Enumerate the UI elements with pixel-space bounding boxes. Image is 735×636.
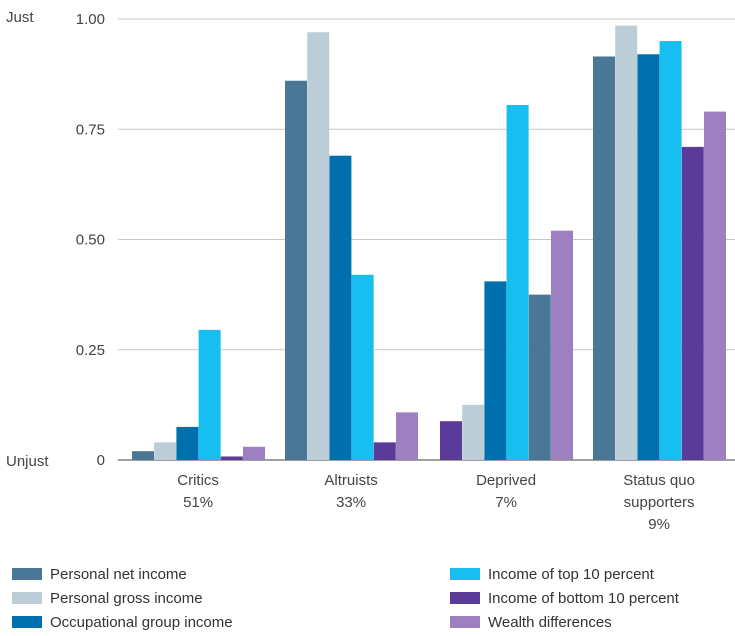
bar xyxy=(704,111,726,461)
legend-item: Personal net income xyxy=(12,562,233,586)
bar xyxy=(528,294,551,460)
legend-column-left: Personal net income Personal gross income… xyxy=(12,562,233,634)
legend-swatch xyxy=(450,568,480,580)
legend-label: Personal net income xyxy=(50,565,187,583)
y-tick-label: 0 xyxy=(97,452,105,469)
bar xyxy=(681,146,704,460)
bar xyxy=(373,442,396,460)
legend-swatch xyxy=(12,568,42,580)
legend-label: Wealth differences xyxy=(488,613,612,631)
legend-item: Income of bottom 10 percent xyxy=(450,586,679,610)
bar xyxy=(307,32,330,460)
category-share-label: 9% xyxy=(648,516,670,533)
y-tick-label: 0.75 xyxy=(76,121,105,138)
bar-group xyxy=(593,25,726,461)
bar xyxy=(659,41,682,461)
bar xyxy=(132,451,154,460)
bar-group xyxy=(285,32,418,461)
legend-label: Income of top 10 percent xyxy=(488,565,654,583)
legend-item: Personal gross income xyxy=(12,586,233,610)
bar xyxy=(285,80,307,461)
y-top-label: Just xyxy=(6,9,34,26)
bar-group xyxy=(132,329,265,460)
bar xyxy=(243,446,265,460)
bar xyxy=(637,54,660,460)
category-labels: Critics 51% Altruists 33% Deprived 7% Status q… xyxy=(177,472,695,533)
bar xyxy=(329,155,352,460)
legend: Personal net income Personal gross income… xyxy=(0,562,735,636)
category-name-label: Altruists xyxy=(324,472,377,489)
bar xyxy=(396,412,418,460)
category-name-label: supporters xyxy=(624,494,695,511)
legend-label: Personal gross income xyxy=(50,589,203,607)
bar xyxy=(351,274,374,460)
axis-labels: Just Unjust 0 0.25 0.50 0.75 1.00 xyxy=(6,9,105,470)
legend-swatch xyxy=(12,616,42,628)
legend-item: Occupational group income xyxy=(12,610,233,634)
legend-swatch xyxy=(450,616,480,628)
bar-chart: Just Unjust 0 0.25 0.50 0.75 1.00 Critics 51%… xyxy=(6,9,735,533)
bar xyxy=(220,456,243,460)
bar xyxy=(506,104,529,461)
bars xyxy=(132,25,726,461)
bar-group xyxy=(440,104,573,461)
category-share-label: 33% xyxy=(336,494,366,511)
y-tick-label: 0.25 xyxy=(76,342,105,359)
bar xyxy=(462,404,485,460)
category-name-label: Critics xyxy=(177,472,219,489)
legend-item: Income of top 10 percent xyxy=(450,562,679,586)
category-name-label: Deprived xyxy=(476,472,536,489)
legend-label: Occupational group income xyxy=(50,613,233,631)
category-share-label: 7% xyxy=(495,494,517,511)
legend-item: Wealth differences xyxy=(450,610,679,634)
bar xyxy=(484,281,507,460)
y-bottom-label: Unjust xyxy=(6,453,49,470)
bar xyxy=(176,426,199,460)
legend-column-right: Income of top 10 percent Income of bottom… xyxy=(450,562,679,634)
category-name-label: Status quo xyxy=(623,472,695,489)
y-tick-label: 1.00 xyxy=(76,11,105,28)
bar xyxy=(198,329,221,460)
legend-swatch xyxy=(12,592,42,604)
legend-label: Income of bottom 10 percent xyxy=(488,589,679,607)
bar xyxy=(615,25,638,461)
legend-swatch xyxy=(450,592,480,604)
bar xyxy=(154,442,177,460)
y-tick-label: 0.50 xyxy=(76,232,105,249)
bar xyxy=(593,56,615,461)
bar xyxy=(440,421,462,460)
category-share-label: 51% xyxy=(183,494,213,511)
bar xyxy=(551,230,573,460)
